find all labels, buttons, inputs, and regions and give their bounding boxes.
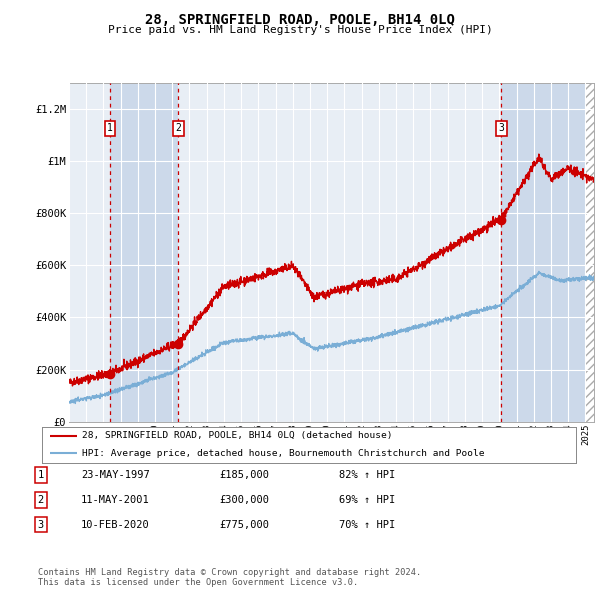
Text: Price paid vs. HM Land Registry's House Price Index (HPI): Price paid vs. HM Land Registry's House … bbox=[107, 25, 493, 35]
Bar bbox=[586, 83, 594, 422]
Text: 82% ↑ HPI: 82% ↑ HPI bbox=[339, 470, 395, 480]
Text: HPI: Average price, detached house, Bournemouth Christchurch and Poole: HPI: Average price, detached house, Bour… bbox=[82, 449, 485, 458]
Text: £775,000: £775,000 bbox=[219, 520, 269, 529]
Text: 11-MAY-2001: 11-MAY-2001 bbox=[81, 495, 150, 504]
Text: 10-FEB-2020: 10-FEB-2020 bbox=[81, 520, 150, 529]
Text: 69% ↑ HPI: 69% ↑ HPI bbox=[339, 495, 395, 504]
Text: 23-MAY-1997: 23-MAY-1997 bbox=[81, 470, 150, 480]
Text: £300,000: £300,000 bbox=[219, 495, 269, 504]
Text: 1: 1 bbox=[107, 123, 113, 133]
Text: 2: 2 bbox=[175, 123, 181, 133]
Bar bbox=[110, 83, 178, 422]
Text: Contains HM Land Registry data © Crown copyright and database right 2024.
This d: Contains HM Land Registry data © Crown c… bbox=[38, 568, 421, 587]
Text: 28, SPRINGFIELD ROAD, POOLE, BH14 0LQ: 28, SPRINGFIELD ROAD, POOLE, BH14 0LQ bbox=[145, 13, 455, 27]
Text: 2: 2 bbox=[38, 495, 44, 504]
Text: 1: 1 bbox=[38, 470, 44, 480]
Text: 3: 3 bbox=[498, 123, 504, 133]
Text: £185,000: £185,000 bbox=[219, 470, 269, 480]
Text: 3: 3 bbox=[38, 520, 44, 529]
Text: 28, SPRINGFIELD ROAD, POOLE, BH14 0LQ (detached house): 28, SPRINGFIELD ROAD, POOLE, BH14 0LQ (d… bbox=[82, 431, 392, 440]
Bar bbox=[501, 83, 586, 422]
Text: 70% ↑ HPI: 70% ↑ HPI bbox=[339, 520, 395, 529]
